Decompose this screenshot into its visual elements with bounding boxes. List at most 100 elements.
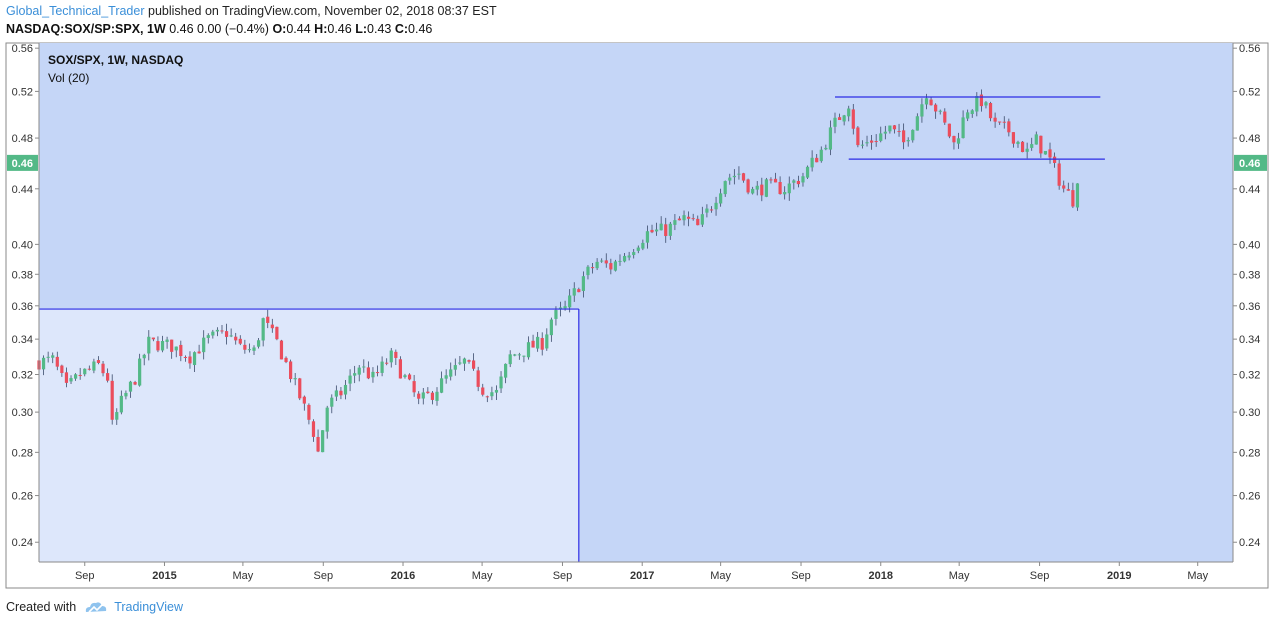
last-price-badge-right — [1234, 154, 1267, 171]
candle-up — [659, 223, 663, 231]
y-tick-label: 0.44 — [12, 184, 33, 196]
candle-up — [920, 104, 924, 117]
price-change: 0.46 0.00 (−0.4%) — [169, 22, 269, 36]
candle-up — [975, 96, 979, 112]
candle-down — [60, 365, 64, 373]
candle-down — [696, 218, 700, 226]
candle-down — [902, 130, 906, 143]
trend-lines-layer — [39, 96, 1105, 562]
candle-up — [961, 117, 965, 139]
candle-up — [536, 336, 540, 349]
candle-up — [888, 125, 892, 132]
y-tick-label: 0.26 — [1239, 491, 1260, 503]
candle-up — [439, 378, 444, 393]
candle-down — [302, 396, 306, 404]
candle-up — [421, 392, 425, 399]
x-tick-label: 2016 — [391, 570, 415, 582]
candle-up — [865, 142, 869, 144]
candle-up — [513, 354, 517, 356]
y-tick-label: 0.40 — [12, 239, 33, 251]
time-axis[interactable]: Sep 2015 May Sep 2016 May Sep 2017 May Sep 2018 May… — [75, 562, 1209, 582]
candle-down — [238, 338, 242, 344]
candle-up — [321, 430, 325, 453]
footer: Created with TradingView — [6, 600, 183, 614]
price-axes[interactable]: 0.24 0.24 0.26 0.26 0.28 0.28 0.30 0.30 0.32 0.32… — [7, 43, 1267, 549]
candle-up — [1016, 141, 1020, 145]
candle-up — [247, 349, 252, 351]
y-tick-label: 0.34 — [1239, 334, 1260, 346]
candle-down — [366, 367, 370, 379]
candle-down — [1020, 141, 1025, 153]
candle-down — [1052, 156, 1057, 163]
candle-up — [764, 179, 768, 197]
candle-up — [325, 407, 329, 432]
candle-up — [357, 367, 361, 375]
candle-up — [970, 110, 974, 114]
y-tick-label: 0.48 — [1239, 133, 1260, 145]
candle-up — [403, 375, 407, 378]
candle-down — [892, 125, 897, 130]
candle-up — [549, 319, 553, 336]
candle-down — [897, 131, 901, 133]
candle-up — [380, 361, 384, 373]
candle-down — [1057, 163, 1061, 186]
candle-up — [833, 117, 837, 127]
candle-up — [938, 110, 942, 112]
candle-up — [723, 181, 727, 195]
candle-up — [924, 98, 929, 105]
author-link[interactable]: Global_Technical_Trader — [6, 4, 145, 18]
candle-up — [632, 252, 636, 256]
candle-down — [133, 382, 137, 385]
candle-up — [371, 371, 375, 378]
candle-up — [69, 378, 73, 382]
candle-down — [78, 374, 82, 376]
candle-up — [192, 352, 197, 366]
candle-up — [142, 354, 146, 359]
candle-up — [494, 389, 499, 393]
candle-down — [188, 356, 192, 364]
candle-down — [284, 357, 288, 363]
candle-down — [311, 421, 316, 437]
candle-up — [138, 358, 142, 386]
candle-up — [517, 354, 521, 356]
x-tick-label: 2019 — [1107, 570, 1131, 582]
candle-down — [307, 404, 311, 420]
candle-down — [220, 330, 224, 332]
x-tick-label: Sep — [553, 570, 573, 582]
candle-up — [1043, 150, 1048, 155]
candle-up — [124, 392, 128, 397]
candle-down — [540, 338, 544, 350]
candle-down — [1062, 185, 1066, 189]
candle-down — [1002, 121, 1006, 123]
candle-up — [215, 329, 220, 332]
candle-down — [709, 209, 714, 211]
candle-down — [270, 324, 274, 329]
candle-up — [824, 147, 828, 150]
y-tick-label: 0.32 — [12, 369, 33, 381]
candle-down — [55, 356, 59, 367]
candle-down — [769, 179, 773, 181]
candle-up — [558, 307, 563, 309]
candle-up — [787, 183, 791, 194]
volume-indicator-label[interactable]: Vol (20) — [48, 71, 89, 85]
candle-down — [471, 360, 476, 369]
candle-down — [430, 392, 435, 400]
open-value: 0.44 — [286, 22, 311, 36]
candle-up — [348, 375, 352, 384]
candle-down — [243, 344, 247, 350]
candle-down — [993, 117, 997, 122]
price-chart[interactable]: 0.24 0.24 0.26 0.26 0.28 0.28 0.30 0.30 0.32 0.32… — [0, 40, 1274, 600]
x-tick-label: 2018 — [869, 570, 893, 582]
tradingview-link[interactable]: TradingView — [114, 600, 183, 614]
candle-up — [581, 276, 585, 292]
candle-down — [1048, 149, 1052, 158]
candle-up — [119, 395, 123, 413]
candle-down — [531, 340, 535, 348]
candle-up — [160, 341, 165, 351]
candle-up — [911, 129, 915, 141]
candle-down — [1066, 189, 1070, 191]
candle-up — [334, 390, 338, 397]
candle-down — [1039, 135, 1043, 154]
candle-down — [856, 127, 860, 146]
candle-up — [636, 247, 640, 251]
